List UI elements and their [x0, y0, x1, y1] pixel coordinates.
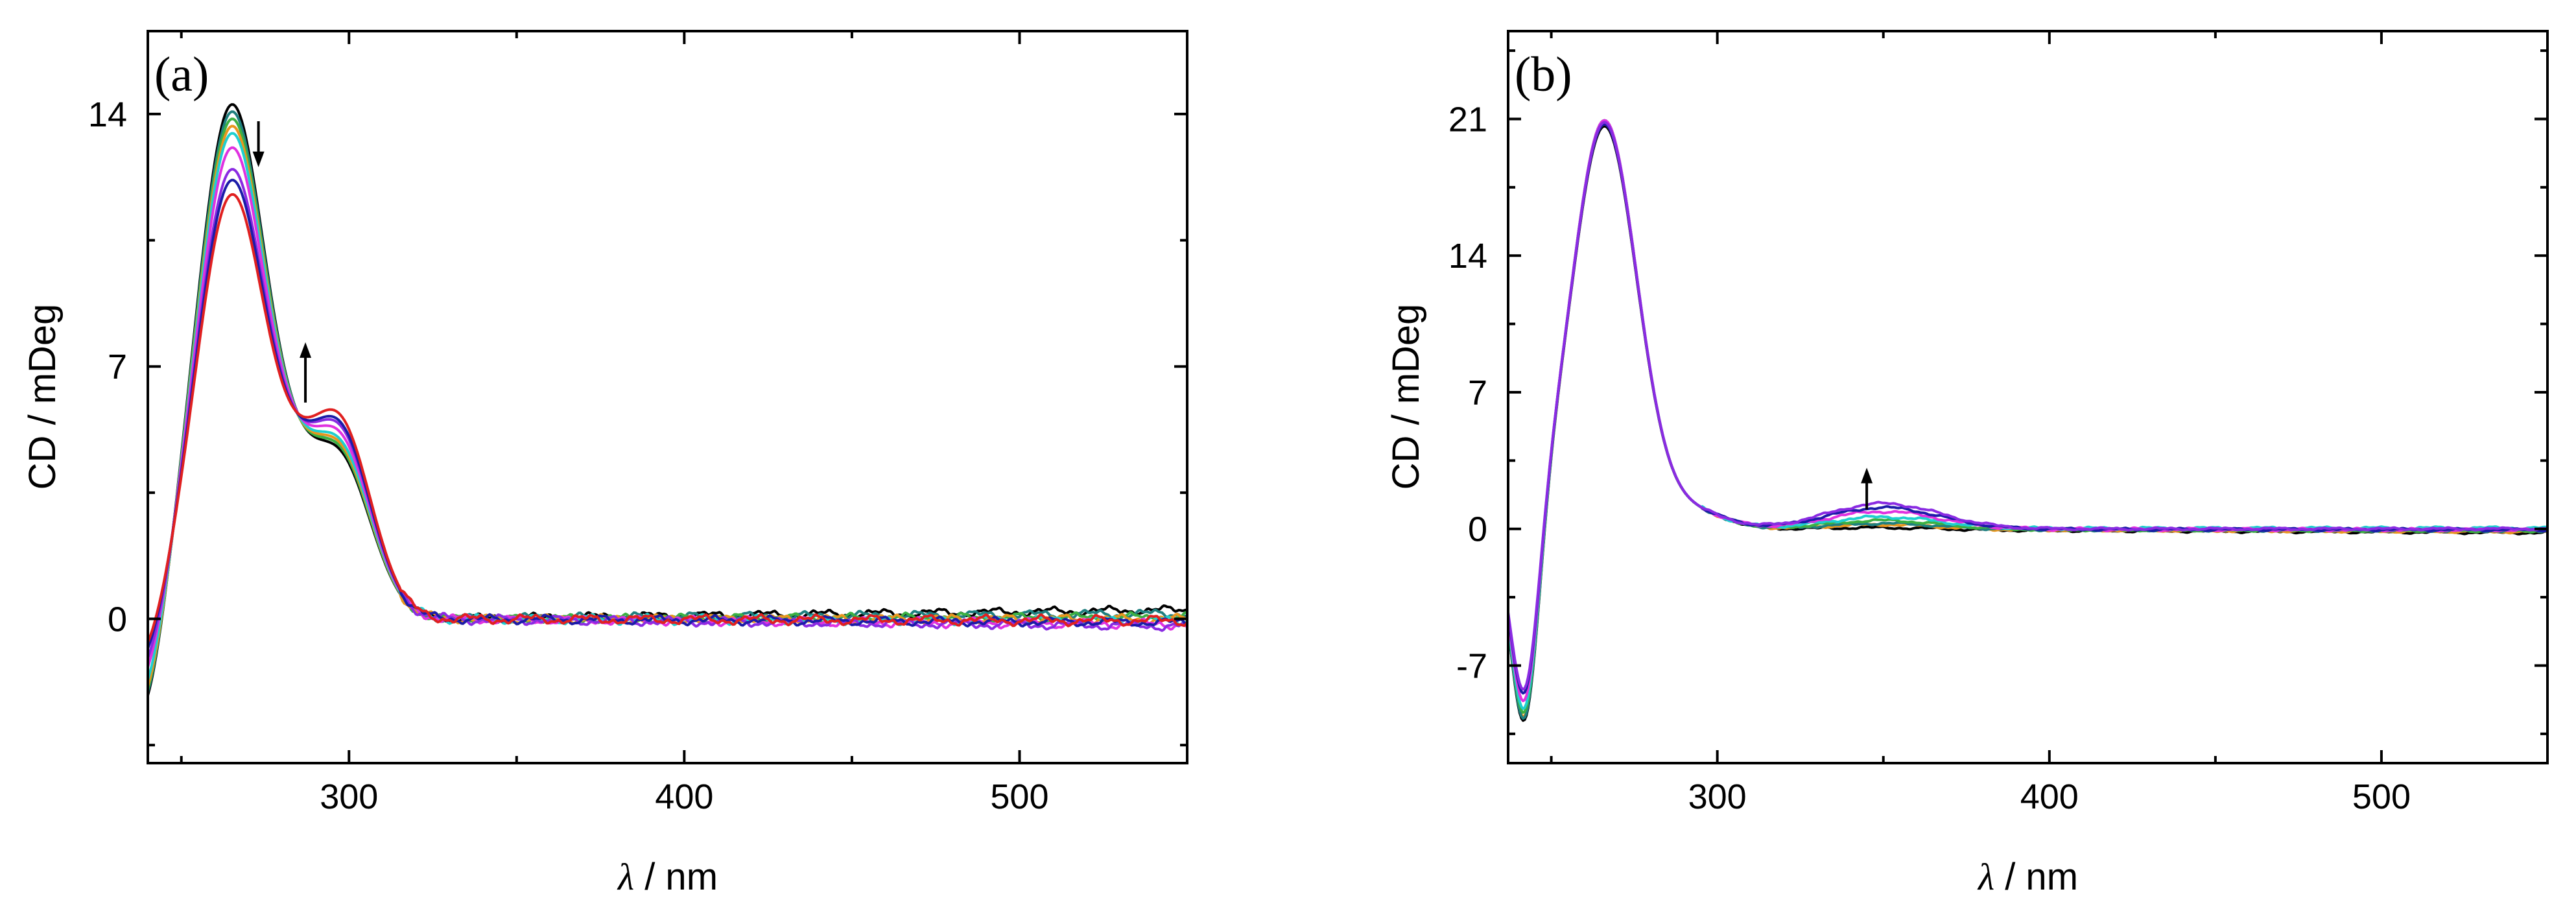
- panel-a-arrow-down: [252, 121, 265, 167]
- panel-a-arrows: [252, 121, 312, 403]
- panel-a-plot-frame: [147, 30, 1188, 764]
- panel-a-chart: 300 400 500 0 7 14 (a) CD / mDeg λ / nm: [21, 30, 1188, 898]
- panel-b-x-tick-label: 400: [2020, 777, 2079, 816]
- panel-b-chart: 300 400 500 -7 0 7 14 21 (b) CD / mDeg λ / nm: [1385, 30, 2549, 898]
- panel-a-x-tick-label: 400: [655, 777, 713, 816]
- panel-b-y-tick-label: 7: [1468, 373, 1487, 412]
- panel-b-x-tick-label: 500: [2352, 777, 2411, 816]
- panel-a-series-red-line: [148, 193, 1187, 643]
- panel-b-x-axis-unit: / nm: [1994, 856, 2078, 898]
- panel-b-plot-frame: [1507, 30, 2549, 764]
- panel-b-y-tick-label: 21: [1448, 100, 1487, 139]
- panel-b-series-group: [1508, 119, 2547, 722]
- panel-b-arrow-up: [1861, 467, 1873, 510]
- panel-b-x-axis-symbol: λ: [1977, 856, 1994, 898]
- panel-a-y-tick-label: 14: [88, 95, 127, 134]
- panel-b-y-tick-label: 0: [1468, 510, 1487, 549]
- panel-a-x-axis-unit: / nm: [634, 856, 718, 898]
- panel-a-series-purple-line: [148, 168, 1187, 659]
- panel-a-x-tick-label: 300: [320, 777, 378, 816]
- panel-a-x-tick-label: 500: [990, 777, 1048, 816]
- panel-b-y-tick-label: 14: [1448, 237, 1487, 276]
- panel-b-series-purple-line: [1508, 121, 2547, 691]
- panel-b-y-tick-label: -7: [1456, 646, 1487, 685]
- panel-a-tick-labels: 300 400 500 0 7 14: [88, 95, 1049, 816]
- panel-a-arrow-up: [300, 342, 312, 403]
- panel-a-x-axis-title: λ / nm: [617, 856, 718, 898]
- panel-a-x-axis-symbol: λ: [617, 856, 634, 898]
- panel-a-y-tick-label: 0: [108, 600, 127, 639]
- panel-b-tick-labels: 300 400 500 -7 0 7 14 21: [1448, 100, 2411, 816]
- panel-a-y-tick-label: 7: [108, 348, 127, 386]
- panel-a-y-axis-title: CD / mDeg: [21, 304, 64, 490]
- panel-b-x-tick-label: 300: [1688, 777, 1747, 816]
- panel-b-label: (b): [1515, 47, 1572, 102]
- panel-a-series-group: [148, 103, 1187, 696]
- panel-b-x-axis-title: λ / nm: [1977, 856, 2078, 898]
- panel-a-label: (a): [154, 47, 209, 102]
- panel-b-arrows: [1861, 467, 1873, 510]
- panel-b-y-axis-title: CD / mDeg: [1385, 304, 1427, 490]
